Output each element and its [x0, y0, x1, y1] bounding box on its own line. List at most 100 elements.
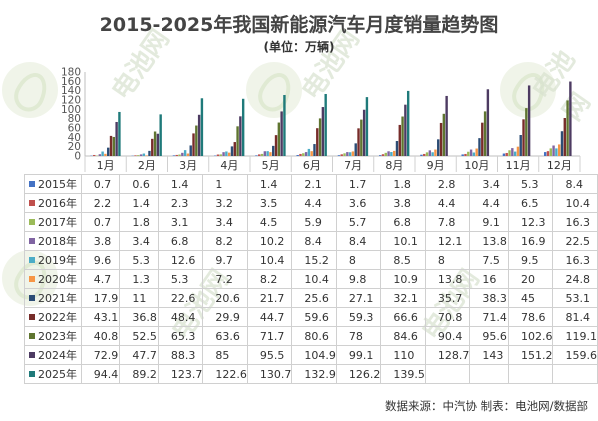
- bar-2017年-7月: [343, 153, 346, 156]
- bar-2018年-10月: [469, 149, 473, 156]
- bar-2022年-11月: [522, 119, 525, 156]
- legend-entry: 2015年: [24, 174, 82, 194]
- bar-2024年-12月: [569, 81, 572, 156]
- bar-2023年-10月: [483, 111, 487, 156]
- table-cell: 71.4: [469, 307, 509, 327]
- bar-2016年-11月: [505, 152, 508, 156]
- table-cell: 13.8: [469, 231, 509, 251]
- legend-swatch: [29, 200, 35, 206]
- table-cell: 15.2: [291, 250, 337, 270]
- data-table: 2015年 0.7 0.6 1.4 1 1.4 2.1 1.7 1.8 2.8 3.4 5.3 8.4 2…: [24, 174, 598, 384]
- x-tick-label: 3月: [179, 159, 197, 172]
- table-cell: 1.3: [119, 269, 159, 289]
- table-cell: 8.2: [246, 269, 293, 289]
- bar-2017年-4月: [219, 154, 222, 156]
- legend-swatch: [29, 371, 35, 377]
- bar-2021年-6月: [313, 144, 316, 156]
- table-cell: 3.6: [335, 193, 382, 213]
- bar-2015年-7月: [337, 155, 341, 156]
- table-cell: 6.8: [157, 231, 204, 251]
- table-cell: 27.1: [335, 288, 382, 308]
- legend-swatch: [29, 238, 35, 244]
- table-cell: 81.4: [552, 307, 598, 327]
- legend-label: 2018年: [38, 235, 77, 248]
- table-cell: 12.6: [157, 250, 204, 270]
- table-cell: 78: [335, 326, 382, 346]
- table-cell: 59.3: [335, 307, 382, 327]
- y-tick-label: 120: [61, 95, 81, 107]
- table-cell: 119.1: [552, 326, 598, 346]
- bar-2015年-11月: [502, 153, 506, 156]
- bar-2020年-8月: [392, 150, 396, 156]
- bar-2020年-7月: [351, 151, 355, 156]
- table-cell: 3.1: [157, 212, 204, 232]
- x-tick-label: 6月: [303, 159, 321, 172]
- table-cell: 143: [469, 345, 509, 365]
- table-cell: 16.3: [552, 212, 598, 232]
- table-row: 2024年 72.9 47.7 88.3 85 95.5 104.9 99.1 110 128.7…: [24, 345, 598, 365]
- table-cell: 5.9: [291, 212, 337, 232]
- bar-2024年-8月: [404, 104, 407, 156]
- table-cell: 5.3: [157, 269, 204, 289]
- table-row: 2021年 17.9 11 22.6 20.6 21.7 25.6 27.1 32.1 35.7 3…: [24, 288, 598, 308]
- table-cell: 99.1: [335, 345, 382, 365]
- chart-subtitle: (单位：万辆): [263, 40, 335, 54]
- table-cell: 3.4: [119, 231, 159, 251]
- table-cell: 95.5: [246, 345, 293, 365]
- legend-swatch: [29, 352, 35, 358]
- bar-2023年-2月: [153, 131, 157, 156]
- bar-2018年-9月: [428, 150, 432, 156]
- table-cell: 3.4: [469, 174, 509, 194]
- bar-2015年-3月: [172, 155, 176, 156]
- legend-label: 2019年: [38, 254, 77, 267]
- table-cell: 5.7: [335, 212, 382, 232]
- bar-2019年-3月: [183, 150, 187, 156]
- bar-2023年-3月: [195, 125, 198, 156]
- bar-2017年-3月: [178, 154, 181, 156]
- table-cell: 25.6: [291, 288, 337, 308]
- table-cell: 1.8: [380, 174, 426, 194]
- bar-2022年-8月: [398, 124, 401, 156]
- bar-2019年-2月: [142, 153, 146, 156]
- bar-2019年-12月: [555, 148, 558, 156]
- bar-2016年-12月: [546, 151, 550, 156]
- bar-2024年-7月: [362, 109, 366, 156]
- table-cell: 47.7: [119, 345, 159, 365]
- bar-2024年-5月: [280, 111, 283, 156]
- y-tick-label: 20: [68, 141, 81, 153]
- table-cell: 29.9: [202, 307, 248, 327]
- bar-2022年-10月: [481, 122, 484, 156]
- table-cell: 40.8: [80, 326, 121, 346]
- y-tick-label: 140: [61, 85, 81, 97]
- table-cell: 130.7: [246, 364, 293, 384]
- bar-2021年-12月: [560, 131, 564, 156]
- x-tick-label: 1月: [97, 159, 115, 172]
- table-row: 2017年 0.7 1.8 3.1 3.4 4.5 5.9 5.7 6.8 7.8 9.1 12.3 1…: [24, 212, 598, 232]
- table-cell: 1: [202, 174, 248, 194]
- table-cell: 70.8: [424, 307, 471, 327]
- table-cell: 84.6: [380, 326, 426, 346]
- table-cell: 1.8: [119, 212, 159, 232]
- legend-label: 2023年: [38, 330, 77, 343]
- bar-2020年-9月: [434, 149, 437, 156]
- y-tick-label: 60: [68, 123, 81, 135]
- y-tick-label: 180: [61, 67, 81, 79]
- table-cell: 7.5: [469, 250, 509, 270]
- bar-2024年-4月: [239, 116, 242, 156]
- table-cell: 9.5: [507, 250, 554, 270]
- table-cell: [469, 364, 509, 384]
- bar-2015年-5月: [255, 155, 258, 156]
- bar-2024年-9月: [445, 95, 448, 156]
- table-cell: 66.6: [380, 307, 426, 327]
- table-cell: 32.1: [380, 288, 426, 308]
- table-cell: 8.4: [552, 174, 598, 194]
- chart-title: 2015-2025年我国新能源汽车月度销量趋势图: [99, 14, 499, 36]
- bar-2021年-11月: [519, 135, 522, 156]
- x-tick-label: 9月: [427, 159, 445, 172]
- bar-2018年-2月: [139, 154, 143, 156]
- bar-2021年-8月: [395, 141, 399, 156]
- table-cell: [507, 364, 554, 384]
- table-cell: 43.1: [80, 307, 121, 327]
- table-cell: 22.6: [157, 288, 204, 308]
- bar-2023年-7月: [360, 119, 363, 156]
